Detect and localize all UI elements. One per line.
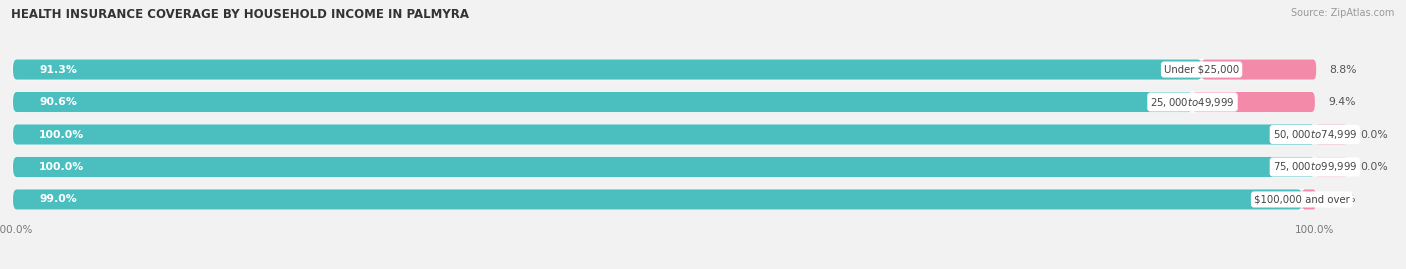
Text: 100.0%: 100.0% [39, 129, 84, 140]
Text: 91.3%: 91.3% [39, 65, 77, 75]
FancyBboxPatch shape [1315, 125, 1347, 144]
Text: 9.4%: 9.4% [1327, 97, 1355, 107]
FancyBboxPatch shape [13, 59, 1315, 80]
Text: HEALTH INSURANCE COVERAGE BY HOUSEHOLD INCOME IN PALMYRA: HEALTH INSURANCE COVERAGE BY HOUSEHOLD I… [11, 8, 470, 21]
FancyBboxPatch shape [13, 125, 1315, 144]
FancyBboxPatch shape [13, 189, 1302, 210]
Text: $100,000 and over: $100,000 and over [1254, 194, 1350, 204]
FancyBboxPatch shape [1202, 59, 1316, 80]
Text: $75,000 to $99,999: $75,000 to $99,999 [1272, 161, 1357, 174]
FancyBboxPatch shape [13, 92, 1192, 112]
FancyBboxPatch shape [13, 157, 1315, 177]
Text: 99.0%: 99.0% [39, 194, 77, 204]
Text: 90.6%: 90.6% [39, 97, 77, 107]
Text: Under $25,000: Under $25,000 [1164, 65, 1239, 75]
FancyBboxPatch shape [13, 59, 1202, 80]
Text: 0.0%: 0.0% [1361, 162, 1388, 172]
FancyBboxPatch shape [1192, 92, 1315, 112]
Text: 1.1%: 1.1% [1329, 194, 1357, 204]
FancyBboxPatch shape [1302, 189, 1316, 210]
Text: 100.0%: 100.0% [39, 162, 84, 172]
FancyBboxPatch shape [13, 125, 1315, 144]
Text: 8.8%: 8.8% [1329, 65, 1357, 75]
Text: $50,000 to $74,999: $50,000 to $74,999 [1272, 128, 1357, 141]
Text: 0.0%: 0.0% [1361, 129, 1388, 140]
FancyBboxPatch shape [13, 189, 1315, 210]
Text: $25,000 to $49,999: $25,000 to $49,999 [1150, 95, 1234, 108]
Legend: With Coverage, Without Coverage: With Coverage, Without Coverage [588, 268, 818, 269]
Text: Source: ZipAtlas.com: Source: ZipAtlas.com [1291, 8, 1395, 18]
FancyBboxPatch shape [13, 157, 1315, 177]
FancyBboxPatch shape [13, 92, 1315, 112]
FancyBboxPatch shape [1315, 157, 1347, 177]
